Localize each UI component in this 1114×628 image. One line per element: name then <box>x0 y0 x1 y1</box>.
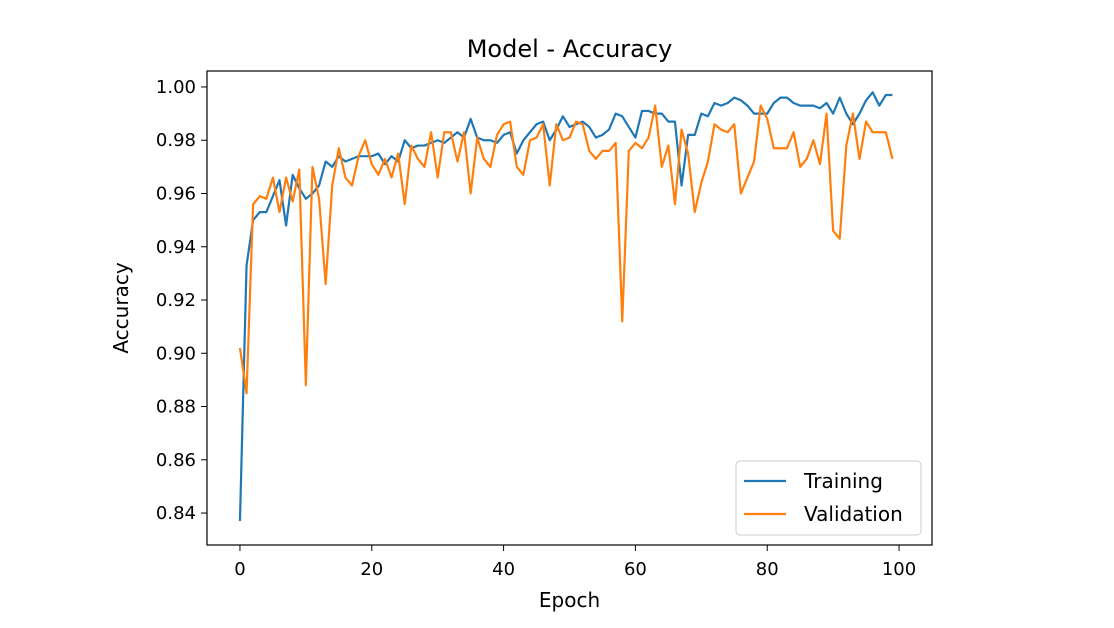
legend-box <box>735 460 922 536</box>
y-axis-label: Accuracy <box>109 262 133 353</box>
y-tick-label: 0.94 <box>156 237 196 258</box>
series-line-validation <box>238 104 894 395</box>
legend: Training Validation <box>735 460 922 536</box>
y-tick-label: 0.84 <box>156 503 196 524</box>
x-tick-label: 0 <box>234 559 245 580</box>
y-tick-label: 0.90 <box>156 343 196 364</box>
x-axis-ticks: 0 20 40 60 80 100 <box>234 545 916 580</box>
x-tick-label: 80 <box>756 559 779 580</box>
legend-label-training: Training <box>803 469 883 493</box>
x-tick-label: 60 <box>624 559 647 580</box>
x-axis-label: Epoch <box>539 588 600 612</box>
y-axis-ticks: 0.84 0.86 0.88 0.90 0.92 0.94 0.96 0.98 1.00 <box>156 77 207 524</box>
y-tick-label: 0.98 <box>156 130 196 151</box>
x-tick-label: 100 <box>882 559 916 580</box>
x-tick-label: 40 <box>492 559 515 580</box>
series-layer <box>238 91 894 522</box>
plot-frame <box>206 70 933 546</box>
y-tick-label: 0.92 <box>156 290 196 311</box>
y-tick-label: 0.86 <box>156 450 196 471</box>
legend-label-validation: Validation <box>804 502 903 526</box>
series-line-training <box>238 91 893 522</box>
chart-title: Model - Accuracy <box>467 35 673 63</box>
y-tick-label: 1.00 <box>156 77 196 98</box>
y-tick-label: 0.88 <box>156 397 196 418</box>
x-tick-label: 20 <box>360 559 383 580</box>
y-tick-label: 0.96 <box>156 183 196 204</box>
